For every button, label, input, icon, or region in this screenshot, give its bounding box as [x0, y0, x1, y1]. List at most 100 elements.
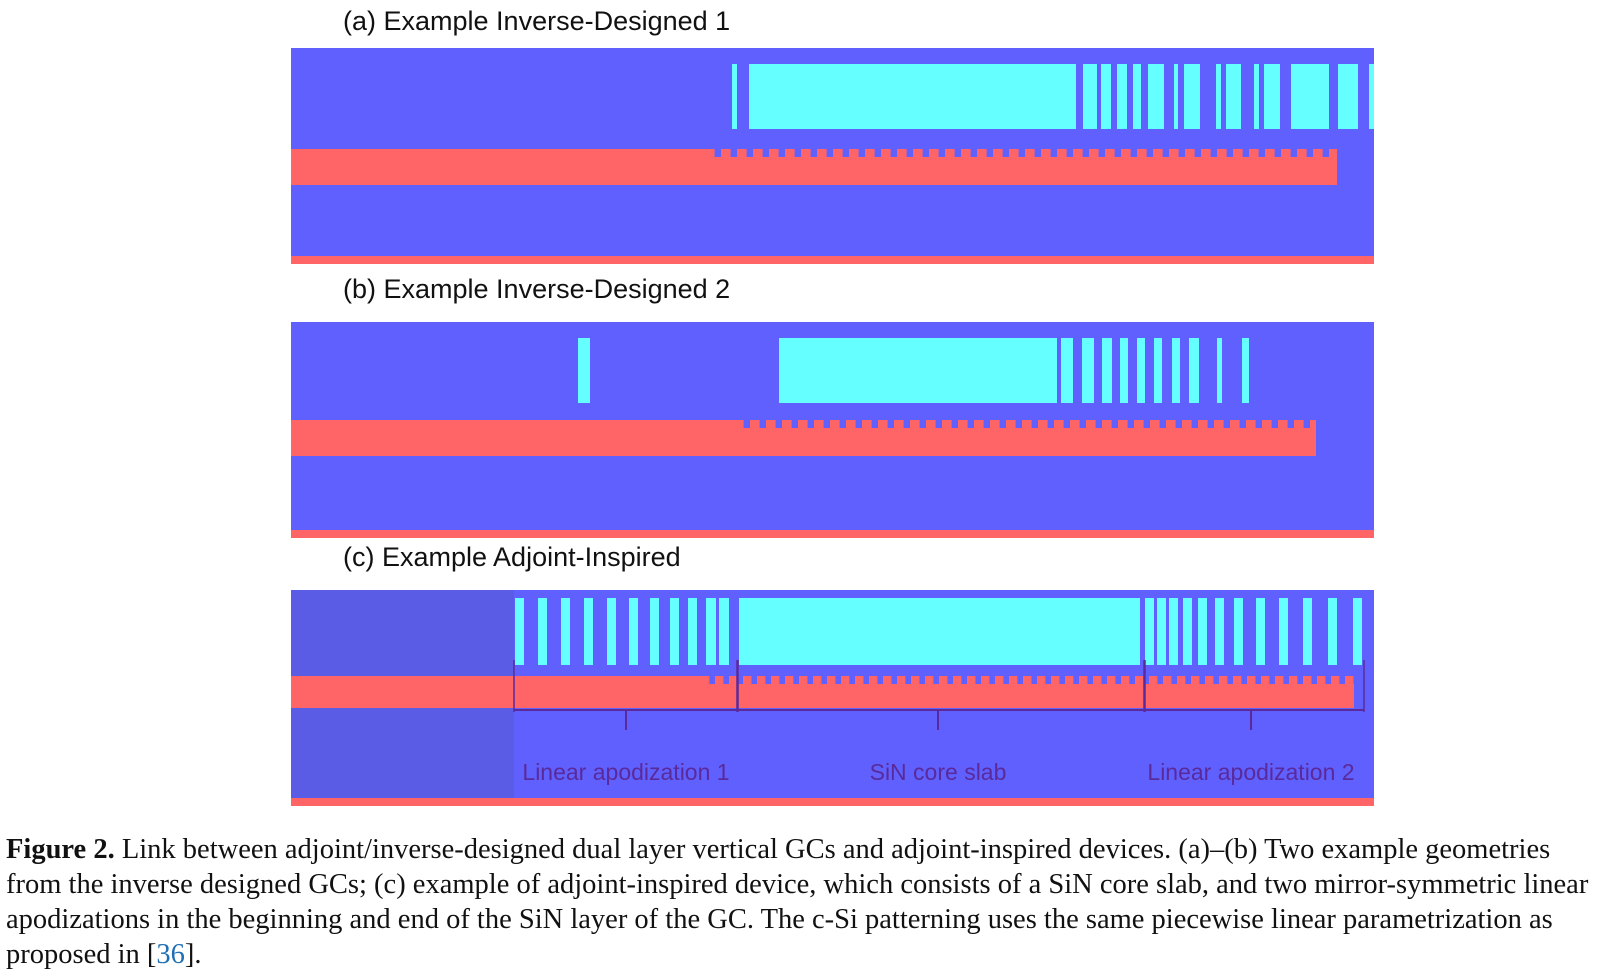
sin-layer-bar-5: [1120, 338, 1128, 403]
silicon-layer-tooth-14: [958, 420, 968, 429]
sin-layer-bar-16: [1198, 598, 1207, 665]
silicon-layer-tooth-36: [1310, 420, 1316, 429]
silicon-layer-tooth-11: [910, 420, 920, 429]
silicon-layer-tooth-30: [1185, 149, 1195, 158]
sin-layer-bar-2: [1061, 338, 1073, 403]
silicon-layer-tooth-13: [942, 420, 952, 429]
silicon-layer-tooth-6: [785, 676, 794, 685]
panel-a-label: (a) Example Inverse-Designed 1: [343, 6, 731, 36]
silicon-layer-tooth-24: [1089, 149, 1099, 158]
silicon-layer-tooth-23: [1102, 420, 1112, 429]
sin-layer-bar-11: [739, 598, 1140, 665]
silicon-layer-tooth-19: [1038, 420, 1048, 429]
sin-layer-bar-4: [1102, 338, 1112, 403]
silicon-layer-grating-base: [701, 684, 1354, 708]
silicon-layer-tooth-45: [1331, 676, 1340, 685]
sin-layer-bar-18: [1234, 598, 1243, 665]
sin-layer-bar-12: [1145, 598, 1154, 665]
sin-layer-bar-9: [1189, 338, 1199, 403]
sin-layer-bar-20: [1279, 598, 1288, 665]
sin-layer-bar-9: [1216, 64, 1221, 129]
silicon-layer-tooth-5: [785, 149, 795, 158]
silicon-layer-tooth-8: [813, 676, 822, 685]
caption-text-end: ].: [184, 939, 202, 970]
silicon-layer-tooth-3: [743, 676, 752, 685]
caption-reference-link[interactable]: 36: [156, 939, 185, 970]
silicon-layer-tooth-2: [729, 676, 738, 685]
silicon-layer-tooth-26: [1065, 676, 1074, 685]
silicon-layer-tooth-18: [1022, 420, 1032, 429]
silicon-layer-tooth-13: [913, 149, 923, 158]
silicon-layer-tooth-34: [1177, 676, 1186, 685]
sin-layer-bar-21: [1303, 598, 1312, 665]
sin-layer-bar-17: [1215, 598, 1224, 665]
silicon-layer-tooth-42: [1289, 676, 1298, 685]
silicon-layer-tooth-32: [1149, 676, 1158, 685]
sin-layer-bar-1: [779, 338, 1057, 403]
silicon-layer-waveguide: [291, 149, 705, 185]
silicon-layer-tooth-11: [881, 149, 891, 158]
silicon-layer-tooth-43: [1303, 676, 1312, 685]
sin-layer-bar-6: [1148, 64, 1164, 129]
sin-layer-bar-11: [1242, 338, 1249, 403]
silicon-layer-tooth-22: [1057, 149, 1067, 158]
silicon-layer-tooth-25: [1134, 420, 1144, 429]
silicon-layer-tooth-4: [757, 676, 766, 685]
caption-figure-label: Figure 2.: [6, 834, 115, 865]
annotation-core-slab: SiN core slab: [870, 759, 1007, 785]
silicon-layer-tooth-28: [1093, 676, 1102, 685]
sin-layer-bar-0: [732, 64, 737, 129]
sin-layer-bar-15: [1183, 598, 1192, 665]
silicon-layer-tooth-23: [1023, 676, 1032, 685]
silicon-layer-tooth-22: [1086, 420, 1096, 429]
silicon-layer-tooth-33: [1163, 676, 1172, 685]
silicon-layer-tooth-17: [1006, 420, 1016, 429]
silicon-layer-tooth-29: [1107, 676, 1116, 685]
silicon-layer-tooth-19: [967, 676, 976, 685]
sin-layer-bar-23: [1353, 598, 1362, 665]
sin-layer-bar-7: [670, 598, 679, 665]
silicon-layer-tooth-16: [990, 420, 1000, 429]
silicon-layer-tooth-21: [995, 676, 1004, 685]
silicon-layer-tooth-32: [1217, 149, 1227, 158]
silicon-layer-tooth-28: [1182, 420, 1192, 429]
silicon-layer-tooth-1: [715, 676, 724, 685]
silicon-layer-tooth-27: [1137, 149, 1147, 158]
silicon-layer-tooth-8: [833, 149, 843, 158]
panel-b-label: (b) Example Inverse-Designed 2: [343, 274, 731, 304]
silicon-layer-tooth-24: [1037, 676, 1046, 685]
silicon-layer-tooth-2: [766, 420, 776, 429]
silicon-layer-tooth-31: [1230, 420, 1240, 429]
silicon-layer-tooth-8: [862, 420, 872, 429]
panel-b-svg: [291, 322, 1374, 538]
silicon-layer-tooth-13: [883, 676, 892, 685]
silicon-layer-tooth-16: [925, 676, 934, 685]
silicon-layer-tooth-20: [1054, 420, 1064, 429]
sin-layer-bar-8: [1184, 64, 1200, 129]
silicon-layer-tooth-29: [1198, 420, 1208, 429]
sin-layer-bar-0: [578, 338, 590, 403]
silicon-layer-tooth-17: [939, 676, 948, 685]
silicon-layer-tooth-33: [1262, 420, 1272, 429]
silicon-layer-tooth-6: [801, 149, 811, 158]
silicon-layer-tooth-44: [1317, 676, 1326, 685]
silicon-layer-tooth-11: [855, 676, 864, 685]
silicon-layer-tooth-9: [827, 676, 836, 685]
silicon-layer-tooth-25: [1051, 676, 1060, 685]
sin-layer-bar-6: [1137, 338, 1145, 403]
silicon-layer-tooth-0: [701, 676, 710, 685]
silicon-layer-tooth-2: [737, 149, 747, 158]
sin-layer-bar-8: [1172, 338, 1180, 403]
silicon-layer-tooth-4: [798, 420, 808, 429]
panel-c-label: (c) Example Adjoint-Inspired: [343, 542, 681, 572]
silicon-layer-tooth-7: [817, 149, 827, 158]
silicon-layer-tooth-35: [1191, 676, 1200, 685]
sin-layer-bar-1: [538, 598, 547, 665]
silicon-layer-tooth-3: [782, 420, 792, 429]
sin-layer-bar-3: [1101, 64, 1111, 129]
sin-layer-bar-5: [629, 598, 638, 665]
silicon-layer-waveguide: [291, 420, 734, 456]
silicon-layer-tooth-31: [1135, 676, 1144, 685]
annotation-apodization-1: Linear apodization 1: [522, 759, 729, 785]
sin-layer-bar-19: [1256, 598, 1265, 665]
